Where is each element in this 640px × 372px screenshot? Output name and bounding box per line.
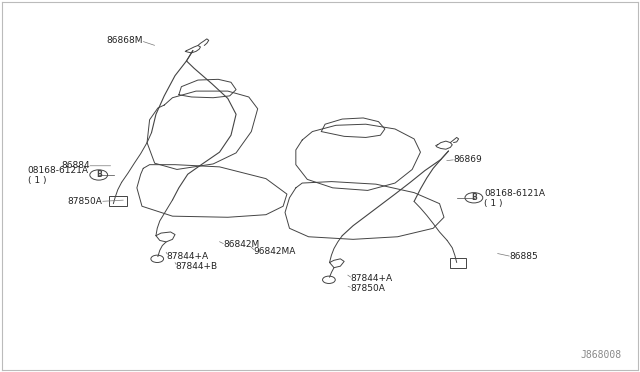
Text: 87844+A: 87844+A (166, 252, 208, 261)
Text: 86842M: 86842M (223, 240, 260, 249)
Text: B: B (96, 170, 102, 179)
Text: 86885: 86885 (509, 252, 538, 261)
Text: 87850A: 87850A (351, 284, 385, 293)
Text: 86884: 86884 (61, 161, 90, 170)
Text: 96842MA: 96842MA (253, 247, 296, 256)
Text: B: B (471, 193, 477, 202)
Text: 08168-6121A
( 1 ): 08168-6121A ( 1 ) (28, 166, 88, 185)
Bar (109, 196, 127, 206)
Text: 87844+B: 87844+B (175, 262, 217, 272)
Text: 87850A: 87850A (68, 197, 102, 206)
Text: 08168-6121A
( 1 ): 08168-6121A ( 1 ) (484, 189, 545, 208)
Text: 86869: 86869 (454, 155, 483, 164)
Text: 86868M: 86868M (107, 36, 143, 45)
Text: 87844+A: 87844+A (351, 274, 393, 283)
Text: J868008: J868008 (581, 350, 622, 360)
Bar (451, 259, 467, 268)
